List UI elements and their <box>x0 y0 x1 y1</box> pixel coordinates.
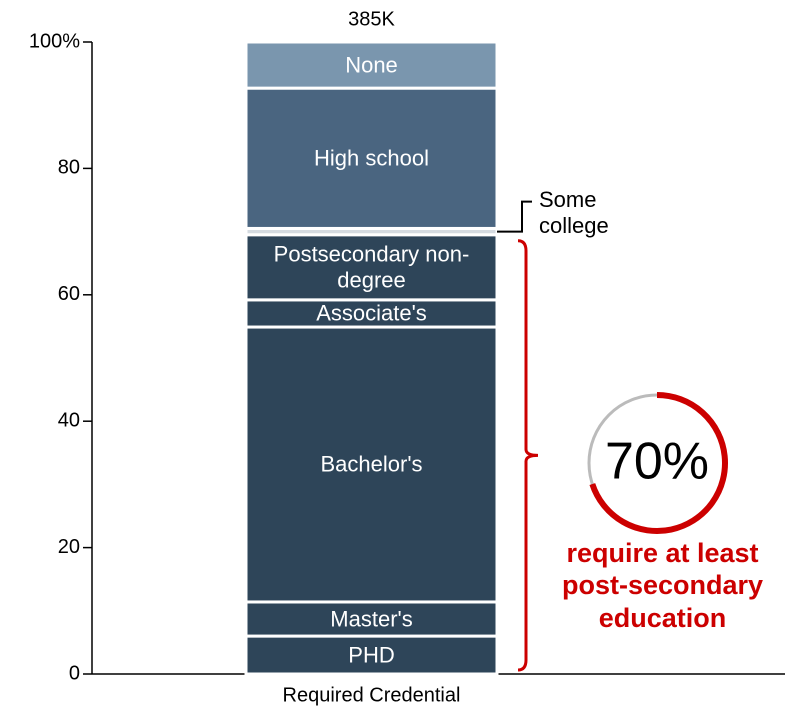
segment-label: High school <box>314 145 429 171</box>
y-tick-label: 20 <box>58 536 80 558</box>
segment-label: Postsecondary non-degree <box>273 242 470 293</box>
segment-label: PHD <box>348 642 395 668</box>
bar-segment <box>244 86 499 230</box>
segment-label: Master's <box>330 606 413 632</box>
y-tick-label: 60 <box>58 283 80 305</box>
bar-total-label: 385K <box>348 8 395 30</box>
ring-arc <box>589 392 728 534</box>
leader-line <box>497 200 532 233</box>
y-tick-label: 40 <box>58 409 80 431</box>
y-tick-label: 80 <box>58 157 80 179</box>
bar-segment <box>244 233 499 302</box>
x-tick-label: Required Credential <box>283 684 461 706</box>
segment-label: Bachelor's <box>320 451 423 477</box>
bar-segment <box>244 40 499 90</box>
bar-segment <box>244 298 499 329</box>
annotation-text: require at least post-secondary educatio… <box>561 538 764 633</box>
annotation-value: 70% <box>605 433 709 491</box>
segment-label: Some college <box>539 186 609 238</box>
bar-segment <box>244 600 499 638</box>
bracket <box>517 239 539 672</box>
segment-label: None <box>345 52 398 78</box>
bar-segment <box>244 634 499 676</box>
bar-segment <box>244 325 499 604</box>
y-tick-label: 100% <box>29 30 80 52</box>
y-tick-label: 0 <box>69 662 80 684</box>
segment-label: Associate's <box>316 300 427 326</box>
